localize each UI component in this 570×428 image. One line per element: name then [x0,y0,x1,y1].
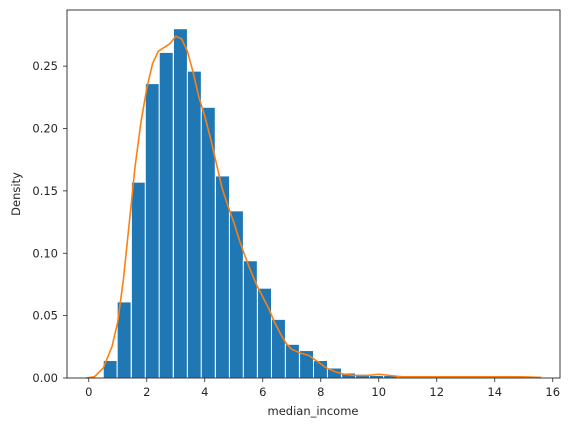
y-axis-label: Density [9,172,23,216]
x-tick-label: 12 [429,385,444,399]
x-tick-label: 6 [259,385,266,399]
y-tick-label: 0.15 [32,184,58,198]
x-tick-label: 2 [143,385,150,399]
x-tick-label: 8 [317,385,324,399]
histogram-bar [172,28,188,379]
kde-density-line [85,35,542,379]
histogram-bar [242,260,258,379]
histogram-bar [144,83,160,379]
y-tick-label: 0.00 [32,371,58,385]
x-tick-label: 14 [487,385,502,399]
histogram-bar [228,210,244,379]
x-axis-label: median_income [268,404,359,418]
histogram-bar [158,51,174,379]
plot-area-frame [66,9,561,379]
histogram-bar [130,181,146,379]
y-tick-label: 0.25 [32,59,58,73]
y-tick-label: 0.20 [32,122,58,136]
y-tick-label: 0.10 [32,246,58,260]
histogram-bar [186,70,202,379]
y-tick-label: 0.05 [32,309,58,323]
x-tick-label: 4 [201,385,208,399]
x-tick-label: 10 [371,385,386,399]
x-axis-ticks: 0 2 4 6 8 10 12 14 16 [85,378,560,399]
x-tick-label: 0 [85,385,92,399]
y-axis-ticks: 0.00 0.05 0.10 0.15 0.20 0.25 [32,59,67,385]
histogram-bars [102,28,539,379]
x-tick-label: 16 [545,385,560,399]
